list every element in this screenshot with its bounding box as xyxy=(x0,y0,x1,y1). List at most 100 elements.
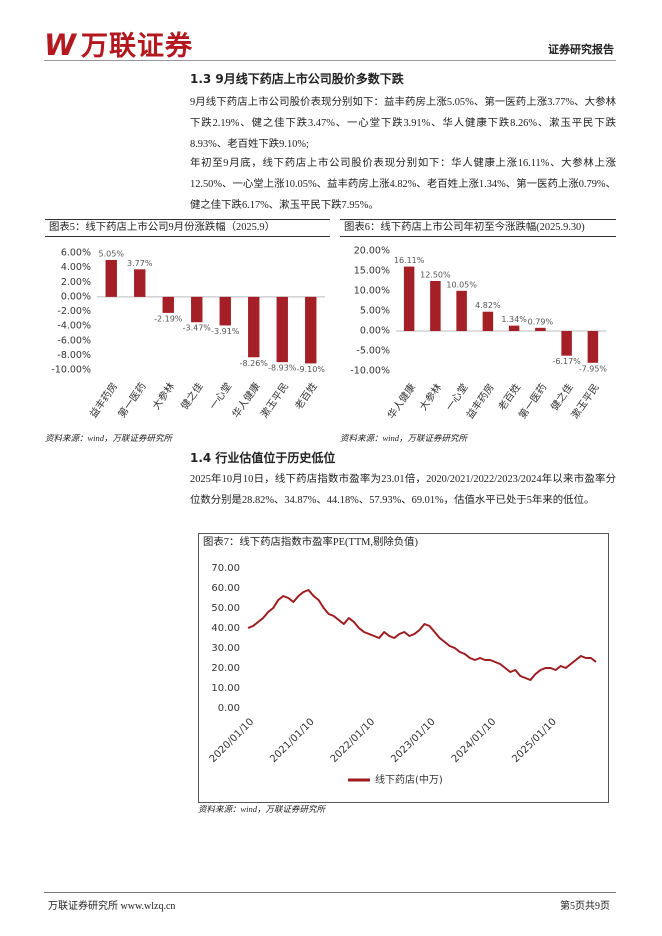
figure-title: 图表5：线下药店上市公司9月份涨跌幅（2025.9） xyxy=(45,219,330,237)
x-tick-label: 老百姓 xyxy=(292,380,320,412)
y-tick-label: 4.00% xyxy=(61,262,91,273)
y-tick-label: -8.00% xyxy=(57,350,91,361)
x-tick-label: 一心堂 xyxy=(444,382,471,413)
x-tick-label: 2021/01/10 xyxy=(268,716,317,765)
legend-label: 线下药店(中万) xyxy=(375,773,443,786)
x-tick-label: 2020/01/10 xyxy=(208,716,257,765)
bar xyxy=(248,296,260,358)
source: 资料来源：wind，万联证券研究所 xyxy=(45,433,173,443)
bar xyxy=(219,296,231,326)
bar-chart: 6.00% 4.00% 2.00% 0.00% -2.00% -4.00% -6.00% -8… xyxy=(51,248,326,421)
x-tick-label: 益丰药房 xyxy=(87,380,121,420)
value-label: 3.77% xyxy=(127,259,153,268)
footer-left: 万联证券研究所 www.wlzq.cn xyxy=(48,901,176,912)
x-tick-label: 漱玉平民 xyxy=(258,381,291,421)
y-tick-label: 5.00% xyxy=(360,306,390,317)
y-tick-label: 0.00% xyxy=(360,326,390,337)
logo-mark: W xyxy=(44,28,77,62)
x-tick-label: 华人健康 xyxy=(384,381,418,421)
y-tick-label: 70.00 xyxy=(211,563,240,574)
value-label: -3.47% xyxy=(183,324,212,333)
y-tick-label: 30.00 xyxy=(211,643,240,654)
bar xyxy=(276,296,288,363)
bar xyxy=(134,269,146,297)
value-label: 16.11% xyxy=(394,256,425,265)
x-tick-label: 健之佳 xyxy=(548,381,576,413)
value-label: 1.34% xyxy=(501,315,527,324)
value-label: 5.05% xyxy=(99,249,125,258)
value-label: -2.19% xyxy=(154,314,183,323)
value-label: 4.82% xyxy=(475,301,501,310)
y-tick-label: -10.00% xyxy=(51,365,91,376)
y-tick-label: 20.00% xyxy=(354,246,390,257)
logo-text: 万联证券 xyxy=(81,31,193,62)
x-tick-label: 大参林 xyxy=(416,381,444,413)
y-tick-label: 15.00% xyxy=(354,266,390,277)
value-label: -3.91% xyxy=(211,327,240,336)
value-label: 12.50% xyxy=(420,271,451,280)
x-tick-label: 2022/01/10 xyxy=(329,716,378,765)
line-series xyxy=(247,589,597,681)
x-tick-label: 2023/01/10 xyxy=(389,716,438,765)
y-tick-label: 0.00 xyxy=(218,703,240,714)
bar xyxy=(430,281,441,331)
source: 资料来源：wind，万联证券研究所 xyxy=(340,433,468,443)
y-tick-label: -10.00% xyxy=(350,366,390,377)
bar xyxy=(105,259,117,297)
footer-right: 第5页共9页 xyxy=(560,901,610,912)
value-label: 10.05% xyxy=(446,280,477,289)
x-tick-label: 华人健康 xyxy=(229,380,263,420)
source: 资料来源：wind，万联证券研究所 xyxy=(198,804,326,814)
paragraph: 年初至9月底，线下药店上市公司股价表现分别如下：华人健康上涨16.11%、大参林… xyxy=(190,158,616,211)
y-tick-label: 50.00 xyxy=(211,603,240,614)
y-tick-label: 10.00 xyxy=(211,683,240,694)
bar xyxy=(403,266,415,331)
bar xyxy=(587,331,599,363)
y-tick-label: -5.00% xyxy=(356,346,390,357)
value-label: -8.26% xyxy=(240,359,269,368)
paragraph: 9月线下药店上市公司股价表现分别如下：益丰药房上涨5.05%、第一医药上涨3.7… xyxy=(190,97,616,150)
footer-rule xyxy=(44,892,616,893)
value-label: 0.79% xyxy=(528,317,554,326)
paragraph: 2025年10月10日，线下药店指数市盈率为23.01倍，2020/2021/2… xyxy=(190,474,616,506)
bar xyxy=(305,296,317,364)
x-tick-label: 一心堂 xyxy=(207,381,234,412)
x-tick-label: 健之佳 xyxy=(178,380,206,412)
x-tick-label: 大参林 xyxy=(149,380,177,412)
value-label: -6.17% xyxy=(552,357,581,366)
value-label: -9.10% xyxy=(297,365,326,374)
figure-box xyxy=(198,533,609,803)
y-tick-label: 20.00 xyxy=(211,663,240,674)
section-title: 1.4 行业估值位于历史低位 xyxy=(190,451,336,465)
bar xyxy=(508,325,520,331)
x-tick-label: 第一医药 xyxy=(115,380,149,420)
report-type: 证券研究报告 xyxy=(548,43,614,56)
line-chart: 70.00 60.00 50.00 40.00 30.00 20.00 10.00 0.00 2… xyxy=(208,563,597,786)
y-tick-label: 60.00 xyxy=(211,583,240,594)
x-tick-label: 老百姓 xyxy=(495,381,523,413)
y-tick-label: 2.00% xyxy=(61,277,91,288)
bar xyxy=(535,327,546,331)
bar xyxy=(561,331,572,356)
bar xyxy=(456,290,467,331)
value-label: -7.95% xyxy=(579,364,608,373)
y-tick-label: 40.00 xyxy=(211,623,240,634)
y-tick-label: 6.00% xyxy=(61,248,91,259)
bar xyxy=(482,311,494,331)
y-tick-label: -4.00% xyxy=(57,321,91,332)
x-tick-label: 2025/01/10 xyxy=(510,716,559,765)
figure-title: 图表7：线下药店指数市盈率PE(TTM,剔除负值) xyxy=(203,537,419,548)
bar xyxy=(162,296,174,313)
bar xyxy=(191,296,203,323)
y-tick-label: 0.00% xyxy=(61,291,91,302)
figure-title: 图表6：线下药店上市公司年初至今涨跌幅(2025.9.30) xyxy=(340,219,616,237)
y-tick-label: 10.00% xyxy=(354,286,390,297)
x-tick-label: 2024/01/10 xyxy=(450,716,499,765)
logo: W 万联证券 xyxy=(44,24,193,63)
bar-chart: 20.00% 15.00% 10.00% 5.00% 0.00% -5.00% -10.00… xyxy=(350,246,608,422)
y-tick-label: -2.00% xyxy=(57,306,91,317)
header-rule xyxy=(44,60,616,61)
y-tick-label: -6.00% xyxy=(57,335,91,346)
value-label: -8.93% xyxy=(268,364,297,373)
